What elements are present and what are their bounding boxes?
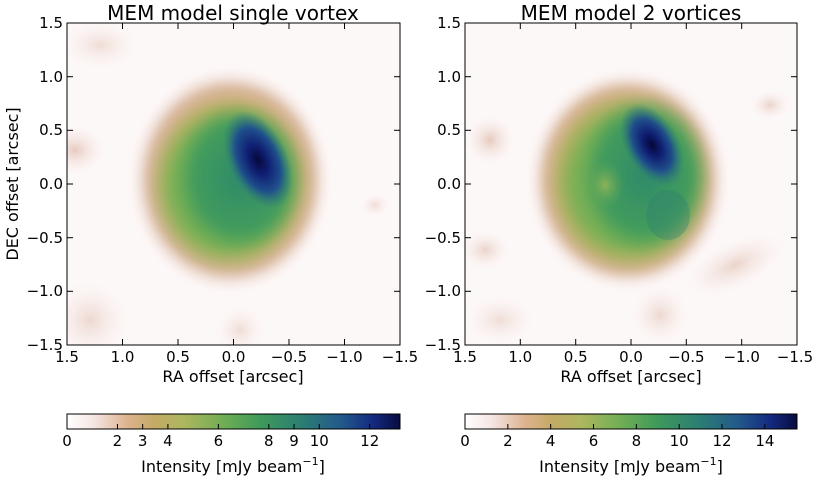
colorbar-tick-label: 14 <box>755 432 774 450</box>
y-tick-label: −0.5 <box>27 229 63 247</box>
y-axis-label: DEC offset [arcsec] <box>3 107 22 260</box>
y-tick-label: −1.5 <box>425 336 461 354</box>
right-heatmap <box>464 22 798 346</box>
x-tick-label: −0.5 <box>668 348 704 366</box>
colorbar-label: Intensity [mJy beam−1] <box>141 455 325 476</box>
colorbar-gradient <box>66 413 401 430</box>
colorbar-tick-label: 0 <box>460 432 470 450</box>
colorbar-tick-label: 2 <box>503 432 513 450</box>
x-tick-label: 1.5 <box>453 348 477 366</box>
colorbar-tick-label: 6 <box>589 432 599 450</box>
colorbar-tick-label: 3 <box>138 432 148 450</box>
x-tick-label: 1.0 <box>111 348 135 366</box>
right-y-axis: 1.5 1.0 0.5 0.0 −0.5 −1.0 −1.5 <box>425 14 797 354</box>
y-tick-label: 1.5 <box>437 14 461 32</box>
colorbar-ticks: 0 2 4 6 8 10 12 14 <box>460 424 774 450</box>
left-colorbar: 0 2 3 4 6 8 9 10 12 Intensity [mJy beam−1] <box>62 413 401 476</box>
colorbar-tick-label: 8 <box>632 432 642 450</box>
colorbar-tick-label: 4 <box>546 432 556 450</box>
x-tick-label: 0.0 <box>619 348 643 366</box>
x-axis-label: RA offset [arcsec] <box>560 367 701 386</box>
right-x-axis: 1.5 1.0 0.5 0.0 −0.5 −1.0 −1.5 RA offset… <box>453 23 813 386</box>
colorbar-tick-label: 10 <box>670 432 689 450</box>
colorbar-tick-label: 4 <box>163 432 173 450</box>
y-tick-label: 0.0 <box>437 175 461 193</box>
y-tick-label: 1.0 <box>39 68 63 86</box>
y-tick-label: −1.0 <box>425 282 461 300</box>
x-tick-label: −1.5 <box>382 348 418 366</box>
y-tick-label: 1.5 <box>39 14 63 32</box>
colorbar-tick-label: 6 <box>214 432 224 450</box>
x-tick-label: 1.5 <box>55 348 79 366</box>
y-tick-label: −1.5 <box>27 336 63 354</box>
y-tick-label: 0.5 <box>39 121 63 139</box>
colorbar-gradient <box>464 413 798 430</box>
y-tick-label: −1.0 <box>27 282 63 300</box>
colorbar-tick-label: 0 <box>62 432 72 450</box>
x-tick-label: 1.0 <box>508 348 532 366</box>
left-heatmap <box>66 22 401 346</box>
colorbar-tick-label: 9 <box>289 432 299 450</box>
x-tick-label: −0.5 <box>271 348 307 366</box>
x-tick-label: 0.5 <box>564 348 588 366</box>
x-tick-label: −1.0 <box>326 348 362 366</box>
right-chart-title: MEM model 2 vortices <box>521 1 742 25</box>
right-colorbar: 0 2 4 6 8 10 12 14 Intensity [mJy beam−1] <box>460 413 798 476</box>
colorbar-tick-label: 12 <box>712 432 731 450</box>
colorbar-tick-label: 10 <box>310 432 329 450</box>
x-tick-label: 0.5 <box>166 348 190 366</box>
x-tick-label: 0.0 <box>222 348 246 366</box>
x-axis-label: RA offset [arcsec] <box>162 367 303 386</box>
colorbar-tick-label: 2 <box>113 432 123 450</box>
left-y-axis: 1.5 1.0 0.5 0.0 −0.5 −1.0 −1.5 DEC offse… <box>3 14 400 354</box>
colorbar-ticks: 0 2 3 4 6 8 9 10 12 <box>62 424 379 450</box>
left-chart-title: MEM model single vortex <box>107 1 359 25</box>
x-tick-label: −1.5 <box>777 348 813 366</box>
left-x-axis: 1.5 1.0 0.5 0.0 −0.5 −1.0 −1.5 RA offset… <box>55 23 418 386</box>
y-tick-label: 0.5 <box>437 121 461 139</box>
x-tick-label: −1.0 <box>723 348 759 366</box>
colorbar-tick-label: 12 <box>360 432 379 450</box>
y-tick-label: 0.0 <box>39 175 63 193</box>
y-tick-label: 1.0 <box>437 68 461 86</box>
colorbar-label: Intensity [mJy beam−1] <box>539 455 723 476</box>
colorbar-tick-label: 8 <box>264 432 274 450</box>
y-tick-label: −0.5 <box>425 229 461 247</box>
